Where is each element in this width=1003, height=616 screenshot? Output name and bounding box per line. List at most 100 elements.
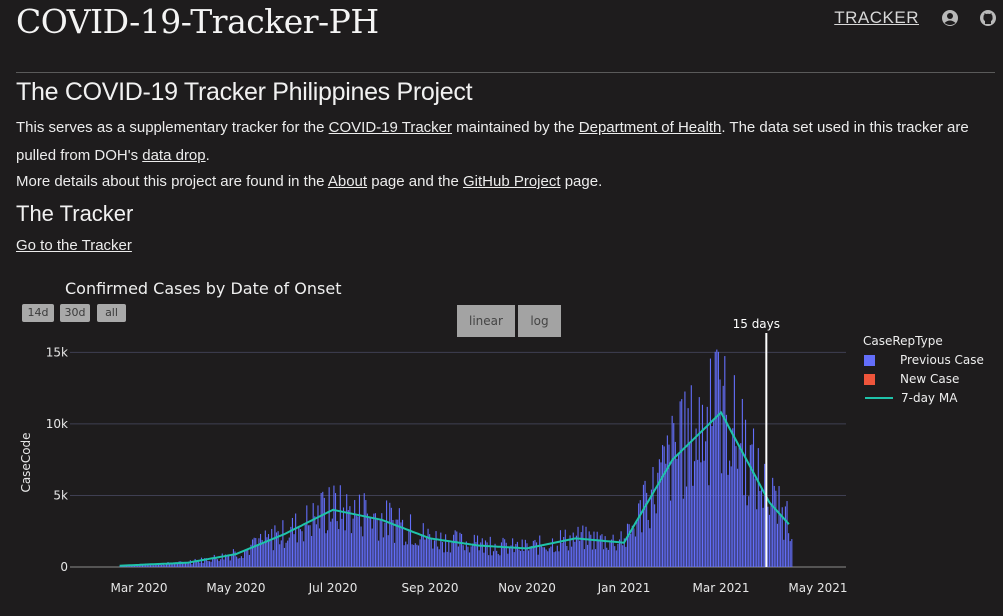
case-bar <box>662 445 664 567</box>
case-bar <box>454 530 456 567</box>
case-bar <box>784 506 786 567</box>
case-bar <box>336 521 338 567</box>
case-bar <box>255 538 257 567</box>
case-bar <box>708 485 710 567</box>
go-to-tracker-link[interactable]: Go to the Tracker <box>16 237 132 254</box>
case-bar <box>744 419 747 567</box>
case-bar <box>191 564 193 567</box>
case-bar <box>604 536 606 567</box>
case-bar <box>468 552 471 567</box>
case-bar <box>697 459 699 567</box>
case-bar <box>545 549 547 567</box>
case-bar <box>603 549 605 567</box>
case-bar <box>579 540 581 567</box>
case-bar <box>595 549 597 567</box>
nav-tracker-link[interactable]: TRACKER <box>834 8 919 27</box>
case-bar <box>258 538 260 567</box>
case-bar <box>631 525 633 567</box>
about-link[interactable]: About <box>327 173 368 190</box>
case-bar <box>740 443 742 567</box>
case-bar <box>366 513 368 567</box>
covid-tracker-link[interactable]: COVID-19 Tracker <box>328 119 453 136</box>
case-bar <box>612 534 614 567</box>
case-bar <box>409 514 412 567</box>
top-nav: TRACKER <box>834 8 1003 28</box>
case-bar <box>658 459 660 567</box>
range-30d-button[interactable]: 30d <box>60 304 90 322</box>
legend-new-case[interactable]: New Case <box>864 372 959 386</box>
case-bar <box>467 546 469 567</box>
case-bar <box>722 385 724 567</box>
case-bar <box>561 542 563 567</box>
case-bar <box>173 564 175 567</box>
doh-link[interactable]: Department of Health <box>578 119 722 136</box>
case-bar <box>620 531 622 567</box>
case-bar <box>502 537 504 567</box>
case-bar <box>464 550 466 567</box>
case-bar <box>507 553 509 567</box>
case-bar <box>563 536 565 567</box>
case-bar <box>461 533 463 567</box>
case-bar <box>480 542 482 567</box>
case-bar <box>760 487 763 567</box>
case-bar <box>301 531 303 567</box>
case-bar <box>628 524 630 567</box>
case-bar <box>304 524 306 567</box>
case-bar <box>334 493 337 567</box>
site-title[interactable]: COVID-19-Tracker-PH <box>16 2 379 41</box>
case-bar <box>346 494 348 567</box>
case-bar <box>224 554 226 567</box>
case-bar <box>778 486 780 567</box>
case-bar <box>149 565 152 567</box>
github-project-link[interactable]: GitHub Project <box>462 173 561 190</box>
case-bar <box>194 558 196 567</box>
case-bar <box>751 444 753 567</box>
case-bar <box>432 548 434 567</box>
case-bar <box>248 554 250 567</box>
case-bar <box>666 435 668 567</box>
range-all-button[interactable]: all <box>97 304 126 322</box>
case-bar <box>524 539 526 567</box>
case-bar <box>700 462 702 567</box>
intro-paragraph: This serves as a supplementary tracker f… <box>16 119 969 164</box>
case-bar <box>261 539 263 567</box>
case-bar <box>472 543 474 567</box>
case-bar <box>330 521 332 567</box>
case-bar <box>660 462 662 567</box>
data-drop-link[interactable]: data drop <box>142 147 206 164</box>
case-bar <box>476 535 479 567</box>
case-bar <box>571 546 573 567</box>
case-bar <box>462 545 464 567</box>
case-bar <box>633 528 635 567</box>
github-icon[interactable] <box>979 9 997 27</box>
case-bar <box>338 529 340 567</box>
account-icon[interactable] <box>941 9 959 27</box>
case-bar <box>188 561 190 567</box>
case-bar <box>676 458 678 567</box>
case-bar <box>237 558 239 567</box>
range-14d-button[interactable]: 14d <box>22 304 54 322</box>
case-bar <box>357 516 359 567</box>
case-bar <box>717 351 719 567</box>
case-bar <box>496 550 498 567</box>
legend-7day-ma[interactable]: 7-day MA <box>865 391 957 405</box>
case-bar <box>540 545 542 567</box>
case-bar <box>186 563 188 567</box>
case-bar <box>587 544 589 567</box>
case-bar <box>164 565 166 567</box>
case-bar <box>773 485 775 567</box>
log-scale-button[interactable]: log <box>518 305 561 337</box>
case-bar <box>473 534 475 567</box>
case-bar <box>333 485 335 567</box>
legend-previous-case[interactable]: Previous Case <box>864 353 984 367</box>
case-bar <box>207 561 209 567</box>
case-bar <box>786 501 788 567</box>
case-bar <box>443 552 445 567</box>
case-bar <box>124 566 126 567</box>
case-bar <box>625 546 627 567</box>
case-bar <box>259 533 262 567</box>
case-bar <box>598 540 600 567</box>
case-bar <box>657 472 659 567</box>
linear-scale-button[interactable]: linear <box>457 305 515 337</box>
